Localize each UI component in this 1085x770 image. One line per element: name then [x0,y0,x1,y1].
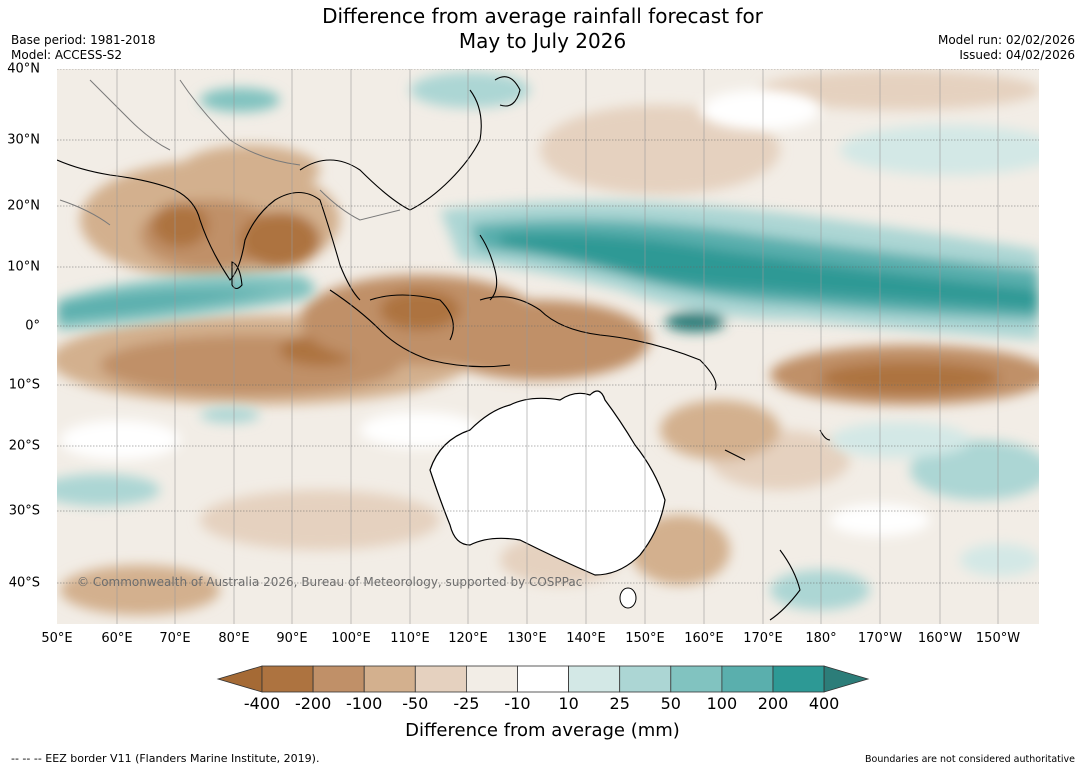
legend-label: 50 [660,694,681,713]
legend-label: 10 [558,694,579,713]
map-title-line2: May to July 2026 [458,29,627,53]
legend-title: Difference from average (mm) [405,720,680,741]
y-tick-label: 10°S [8,377,40,393]
legend-swatch [414,665,467,693]
legend-swatch [721,665,774,693]
legend-label: 25 [609,694,630,713]
y-tick-label: 30°S [8,503,40,519]
legend-label: 400 [808,694,840,713]
legend-swatch [312,665,365,693]
legend-label: -10 [504,694,531,713]
x-tick-label: 130°E [507,631,547,646]
country-borders [59,79,401,226]
legend-label: -100 [346,694,383,713]
base-period-label: Base period: 1981-2018 [11,33,156,47]
boundaries-disclaimer: Boundaries are not considered authoritat… [865,754,1075,765]
copyright-notice: © Commonwealth of Australia 2026, Bureau… [77,575,583,589]
y-tick-label: 30°N [7,132,40,148]
y-tick-label: 10°N [7,259,40,275]
y-tick-label: 20°S [8,438,40,454]
legend-label: -50 [402,694,429,713]
legend-label: 200 [757,694,789,713]
x-tick-label: 160°E [684,631,724,646]
map-title: Difference from average rainfall forecas… [0,4,1085,54]
legend-swatch [568,665,621,693]
issued-label: Issued: 04/02/2026 [959,48,1075,62]
legend-swatch [363,665,416,693]
rainfall-anomaly-map [57,69,1039,624]
legend-label: 100 [706,694,738,713]
meridians [116,69,999,624]
x-tick-label: 170°E [743,631,783,646]
x-tick-label: 160°W [917,631,963,646]
x-tick-label: 180° [805,631,837,646]
x-tick-label: 60°E [101,631,133,646]
x-tick-label: 70°E [159,631,191,646]
legend-arrow-high [823,665,870,693]
x-tick-label: 100°E [331,631,371,646]
legend-swatch [465,665,518,693]
australia-landmass [429,390,666,576]
x-tick-label: 170°W [857,631,903,646]
map-title-line1: Difference from average rainfall forecas… [322,4,763,28]
x-tick-label: 150°E [625,631,665,646]
eez-border-note: -- -- -- EEZ border V11 (Flanders Marine… [11,752,320,765]
rainfall-field [57,70,1039,615]
y-tick-label: 40°N [7,61,40,77]
y-tick-label: 0° [25,318,40,334]
x-tick-label: 110°E [390,631,430,646]
y-tick-label: 20°N [7,198,40,214]
legend-swatch [261,665,314,693]
x-tick-label: 150°W [975,631,1021,646]
legend-swatch [619,665,672,693]
legend-label: -400 [243,694,281,713]
x-tick-label: 90°E [276,631,308,646]
x-tick-label: 50°E [41,631,73,646]
tasmania [619,587,637,609]
legend-label: -200 [294,694,332,713]
legend-label: -25 [453,694,480,713]
model-run-label: Model run: 02/02/2026 [937,33,1075,47]
legend-swatch [670,665,723,693]
x-tick-label: 120°E [448,631,488,646]
legend-swatch [772,665,825,693]
y-tick-label: 40°S [8,575,40,591]
x-tick-label: 140°E [566,631,606,646]
model-label: Model: ACCESS-S2 [11,48,123,62]
legend-arrow-low [216,665,263,693]
x-tick-label: 80°E [218,631,250,646]
legend-swatch [517,665,569,693]
